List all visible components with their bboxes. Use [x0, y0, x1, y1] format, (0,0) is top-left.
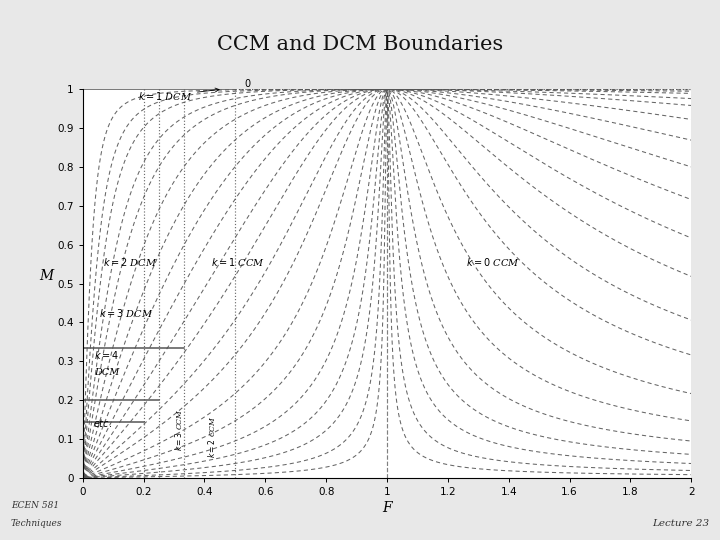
Text: $k = 4$: $k = 4$: [94, 349, 120, 361]
Text: ECEN 581: ECEN 581: [11, 501, 59, 510]
Text: CCM and DCM Boundaries: CCM and DCM Boundaries: [217, 35, 503, 54]
Text: $etc.$: $etc.$: [94, 417, 112, 429]
Text: $k = 2$ DCM: $k = 2$ DCM: [102, 256, 157, 268]
Text: $0$: $0$: [244, 77, 251, 89]
Text: $k = 1$ DCM: $k = 1$ DCM: [138, 88, 219, 102]
X-axis label: F: F: [382, 501, 392, 515]
Text: $k = 3$ CCM: $k = 3$ CCM: [173, 408, 184, 451]
Text: Lecture 23: Lecture 23: [652, 519, 709, 528]
Y-axis label: M: M: [39, 269, 53, 284]
Text: $k = 3$ DCM: $k = 3$ DCM: [99, 307, 153, 319]
Text: $k = 0$ CCM: $k = 0$ CCM: [466, 256, 520, 268]
Text: DCM: DCM: [94, 368, 120, 377]
Text: $k = 1$ CCM: $k = 1$ CCM: [210, 256, 264, 268]
Text: Techniques: Techniques: [11, 519, 63, 528]
Text: $k = 2$ CCM: $k = 2$ CCM: [206, 416, 217, 458]
